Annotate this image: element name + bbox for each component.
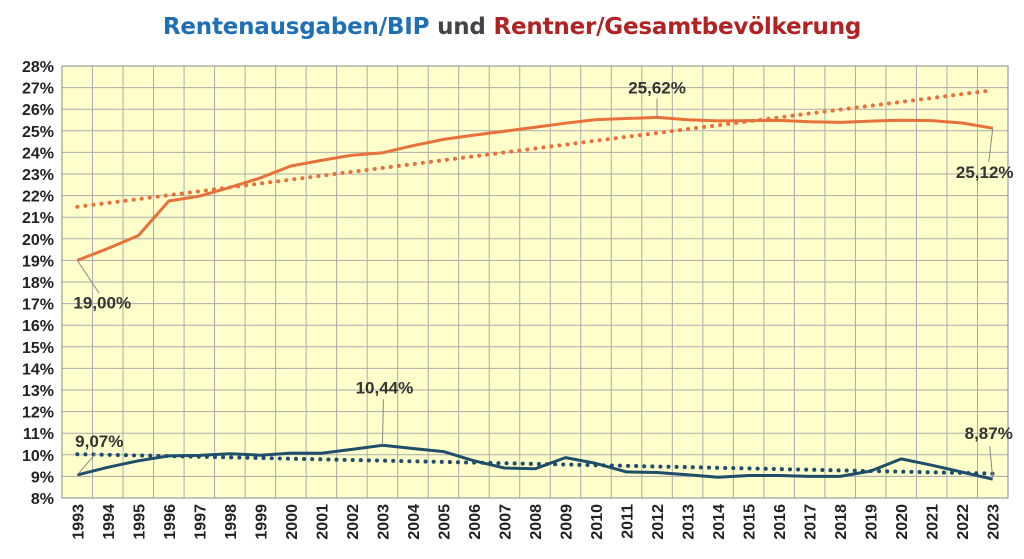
y-tick-label: 21% <box>22 210 54 227</box>
x-tick-label: 2016 <box>772 504 789 540</box>
data-label-leader <box>988 128 994 163</box>
y-tick-label: 26% <box>22 102 54 119</box>
y-tick-label: 24% <box>22 145 54 162</box>
y-tick-label: 15% <box>22 340 54 357</box>
x-tick-label: 2021 <box>925 504 942 540</box>
x-tick-label: 2001 <box>314 504 331 540</box>
title-part-rentner: Rentner/Gesamtbevölkerung <box>493 14 862 40</box>
x-tick-label: 2019 <box>864 504 881 540</box>
title-part-rentenausgaben: Rentenausgaben/BIP <box>162 14 430 40</box>
title-part-und: und <box>437 14 486 40</box>
x-tick-label: 1998 <box>223 504 240 540</box>
x-tick-label: 1994 <box>101 504 118 540</box>
y-tick-label: 10% <box>22 448 54 465</box>
data-label-leader <box>76 453 96 476</box>
data-label: 9,07% <box>75 432 123 451</box>
plot-border <box>61 65 1009 499</box>
x-tick-label: 2015 <box>742 504 759 540</box>
data-label: 19,00% <box>73 293 131 312</box>
x-tick-label: 2005 <box>436 504 453 540</box>
x-tick-label: 2012 <box>650 504 667 540</box>
x-tick-label: 1993 <box>70 504 87 540</box>
y-tick-label: 18% <box>22 275 54 292</box>
chart-title: Rentenausgaben/BIP und Rentner/Gesamtbev… <box>0 14 1024 40</box>
x-tick-label: 2011 <box>620 504 637 539</box>
data-label-leader <box>381 399 384 446</box>
y-tick-label: 13% <box>22 383 54 400</box>
x-tick-label: 2009 <box>559 504 576 540</box>
data-label: 25,62% <box>628 78 686 97</box>
data-label-leader <box>76 260 100 294</box>
x-tick-label: 2003 <box>375 504 392 540</box>
x-tick-label: 2008 <box>528 504 545 540</box>
x-tick-label: 2000 <box>284 504 301 540</box>
y-tick-label: 20% <box>22 232 54 249</box>
x-tick-label: 2007 <box>497 504 514 540</box>
x-tick-label: 1995 <box>131 504 148 540</box>
x-tick-label: 2017 <box>803 504 820 540</box>
x-tick-label: 2002 <box>345 504 362 540</box>
x-tick-label: 2013 <box>681 504 698 540</box>
x-tick-label: 1996 <box>162 504 179 540</box>
x-tick-label: 2004 <box>406 504 423 540</box>
y-tick-label: 14% <box>22 361 54 378</box>
series-rentenausgaben-trend <box>75 452 995 476</box>
x-tick-label: 1997 <box>192 504 209 540</box>
x-tick-label: 2020 <box>894 504 911 540</box>
x-tick-label: 2018 <box>833 504 850 540</box>
data-label: 25,12% <box>956 163 1014 182</box>
x-tick-label: 2006 <box>467 504 484 540</box>
x-tick-label: 1999 <box>253 504 270 540</box>
y-tick-label: 25% <box>22 124 54 141</box>
y-tick-label: 8% <box>31 491 54 508</box>
y-tick-label: 22% <box>22 189 54 206</box>
series-rentenausgaben <box>76 443 994 481</box>
series-rentner-trend <box>75 88 995 209</box>
data-label: 8,87% <box>965 424 1013 443</box>
y-tick-label: 28% <box>22 59 54 76</box>
y-tick-label: 23% <box>22 167 54 184</box>
y-tick-label: 27% <box>22 81 54 98</box>
data-label-leader <box>989 446 994 480</box>
x-tick-label: 2014 <box>711 504 728 540</box>
data-label: 10,44% <box>356 378 414 397</box>
y-tick-label: 12% <box>22 405 54 422</box>
y-tick-label: 17% <box>22 297 54 314</box>
y-tick-label: 9% <box>31 469 54 486</box>
y-tick-label: 19% <box>22 253 54 270</box>
x-tick-label: 2010 <box>589 504 606 540</box>
x-tick-label: 2022 <box>955 504 972 540</box>
x-tick-label: 2023 <box>986 504 1003 540</box>
y-tick-label: 11% <box>23 426 54 443</box>
y-tick-label: 16% <box>22 318 54 335</box>
